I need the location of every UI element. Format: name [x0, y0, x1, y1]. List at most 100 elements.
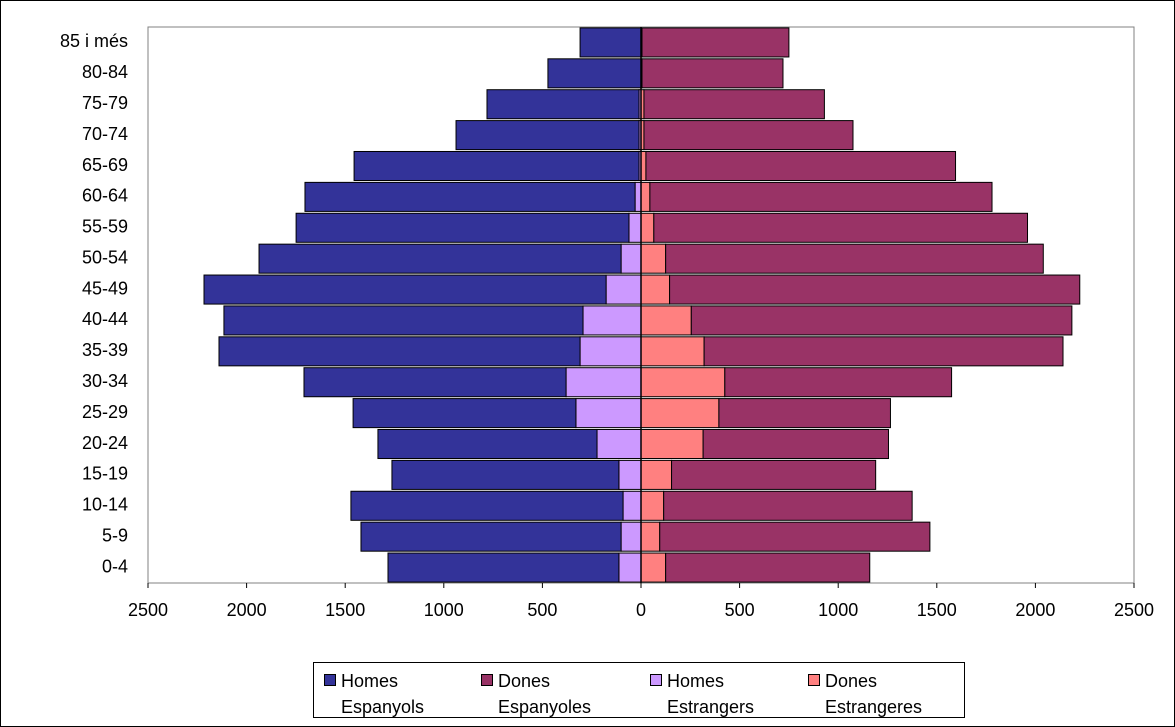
bar: [640, 305, 692, 336]
bar: [455, 120, 640, 151]
bar: [640, 212, 655, 243]
x-tick-label: 2000: [1015, 600, 1055, 620]
legend-entry: Homes Espanyols: [324, 668, 471, 720]
y-tick-label: 5-9: [102, 525, 128, 545]
legend-entry: Homes Estrangers: [650, 668, 797, 720]
bar: [640, 181, 651, 212]
bar: [582, 305, 642, 336]
legend: Homes Espanyols Dones Espanyoles Homes Est…: [313, 662, 965, 718]
y-tick-label: 60-64: [82, 186, 128, 206]
x-tick-label: 500: [725, 600, 755, 620]
legend-entry: Dones Espanyoles: [481, 668, 628, 720]
y-tick-label: 45-49: [82, 278, 128, 298]
y-tick-label: 50-54: [82, 247, 128, 267]
bar: [665, 243, 1044, 274]
bar: [223, 305, 584, 336]
bar: [671, 459, 877, 490]
bar: [643, 120, 854, 151]
bar: [360, 521, 622, 552]
bar: [640, 336, 705, 367]
bar: [640, 490, 665, 521]
bar: [640, 243, 667, 274]
bar: [640, 274, 671, 305]
bar: [620, 521, 642, 552]
bar: [669, 274, 1081, 305]
bar: [690, 305, 1073, 336]
x-tick-label: 2000: [227, 600, 267, 620]
bar: [605, 274, 642, 305]
bar: [565, 367, 642, 398]
bar: [203, 274, 607, 305]
bar: [640, 459, 673, 490]
bar: [350, 490, 624, 521]
x-tick-label: 1000: [818, 600, 858, 620]
y-tick-label: 25-29: [82, 402, 128, 422]
y-tick-label: 65-69: [82, 155, 128, 175]
bar: [640, 367, 726, 398]
bar: [640, 428, 704, 460]
bar: [620, 243, 642, 274]
bar: [649, 181, 993, 212]
y-tick-label: 55-59: [82, 217, 128, 237]
bar: [387, 552, 620, 583]
legend-label: Homes Espanyols: [341, 671, 425, 717]
x-tick-label: 1500: [917, 600, 957, 620]
y-tick-label: 30-34: [82, 371, 128, 391]
bar: [353, 150, 640, 182]
bar: [575, 398, 642, 429]
bar: [295, 212, 630, 243]
bar: [258, 243, 622, 274]
bar: [352, 398, 577, 429]
bar: [703, 336, 1064, 367]
y-tick-label: 85 i més: [60, 31, 128, 51]
legend-entry: Dones Estrangeres: [808, 668, 955, 720]
y-tick-label: 80-84: [82, 62, 128, 82]
bar: [653, 212, 1029, 243]
bar: [634, 181, 642, 212]
bar: [391, 459, 620, 490]
bar: [596, 428, 642, 460]
y-tick-label: 10-14: [82, 495, 128, 515]
y-tick-label: 0-4: [102, 556, 128, 576]
bar: [645, 150, 957, 182]
bar: [641, 58, 784, 89]
legend-swatch: [481, 674, 493, 686]
y-tick-label: 40-44: [82, 309, 128, 329]
x-tick-label: 500: [527, 600, 557, 620]
x-tick-label: 1000: [424, 600, 464, 620]
bar: [640, 552, 667, 583]
bar: [718, 398, 891, 429]
bar: [377, 428, 598, 460]
x-tick-label: 2500: [128, 600, 168, 620]
legend-label: Dones Espanyoles: [498, 671, 592, 717]
bar: [724, 367, 953, 398]
legend-label: Dones Estrangeres: [825, 671, 923, 717]
bar: [640, 521, 661, 552]
bar: [579, 27, 642, 58]
x-tick-label: 2500: [1114, 600, 1154, 620]
legend-label: Homes Estrangers: [667, 671, 755, 717]
y-tick-label: 20-24: [82, 433, 128, 453]
y-tick-label: 15-19: [82, 464, 128, 484]
y-tick-label: 35-39: [82, 340, 128, 360]
bar: [618, 459, 642, 490]
bar: [486, 89, 640, 120]
x-tick-label: 0: [636, 600, 646, 620]
legend-swatch: [324, 674, 336, 686]
bar: [618, 552, 642, 583]
legend-swatch: [650, 674, 662, 686]
bar: [579, 336, 642, 367]
bar: [641, 27, 790, 58]
bar: [663, 490, 913, 521]
y-tick-label: 75-79: [82, 93, 128, 113]
bar: [640, 398, 720, 429]
bar: [547, 58, 642, 89]
bar: [622, 490, 642, 521]
y-tick-label: 70-74: [82, 124, 128, 144]
x-tick-label: 1500: [325, 600, 365, 620]
bar: [643, 89, 825, 120]
bar: [304, 181, 636, 212]
bar: [628, 212, 642, 243]
